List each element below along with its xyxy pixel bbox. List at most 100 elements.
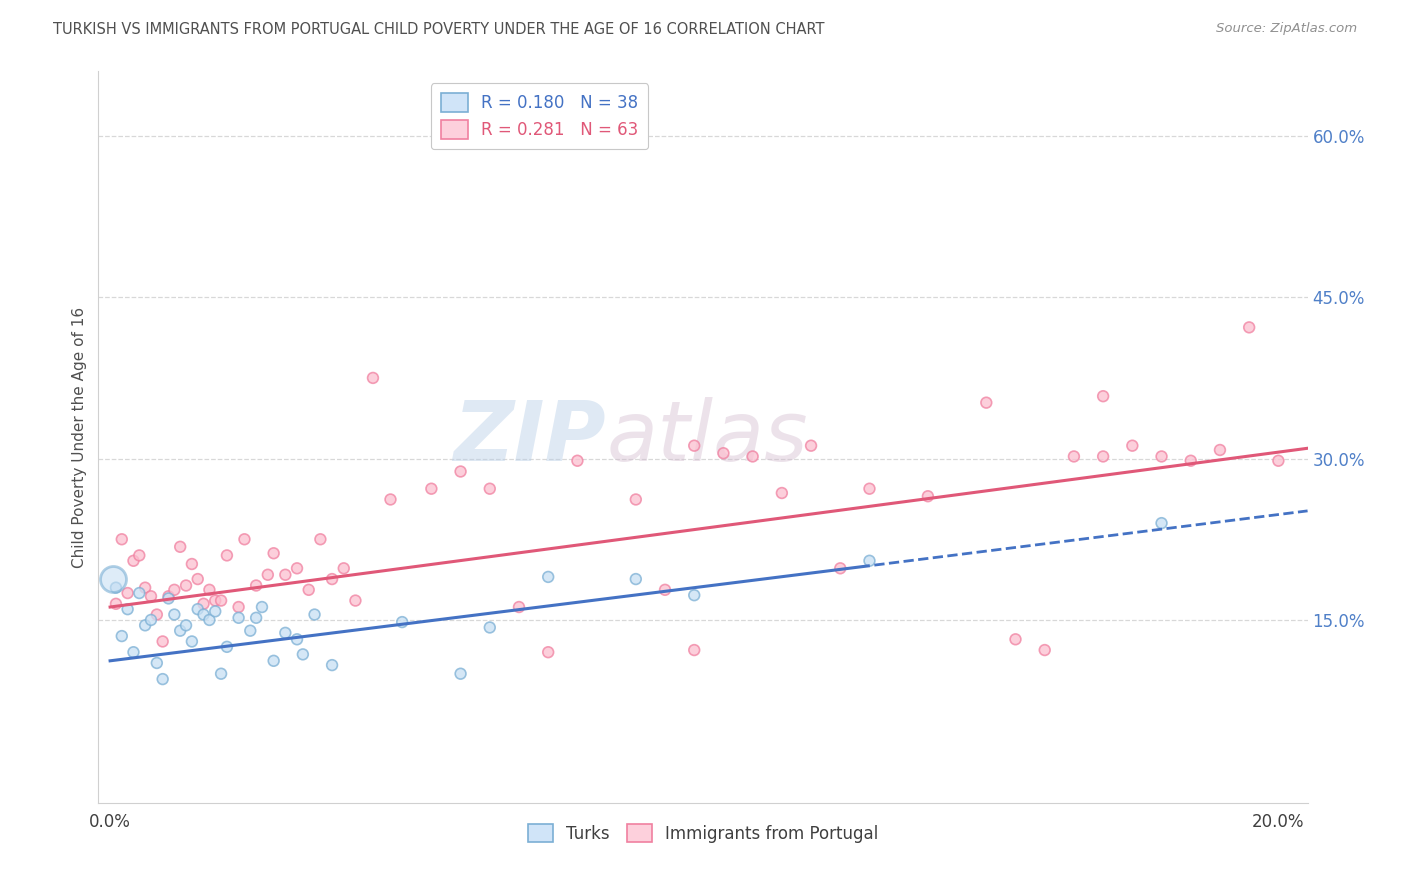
Point xyxy=(624,572,647,586)
Point xyxy=(215,549,238,563)
Point xyxy=(508,600,530,615)
Point xyxy=(209,666,232,681)
Point xyxy=(304,607,326,622)
Point xyxy=(111,629,134,643)
Point xyxy=(187,602,209,616)
Point xyxy=(537,570,560,584)
Legend: Turks, Immigrants from Portugal: Turks, Immigrants from Portugal xyxy=(522,818,884,849)
Point xyxy=(139,589,162,603)
Point xyxy=(1150,450,1173,464)
Point xyxy=(285,632,308,647)
Point xyxy=(537,645,560,659)
Point xyxy=(263,546,285,560)
Point xyxy=(128,586,150,600)
Point xyxy=(800,439,823,453)
Point xyxy=(380,492,402,507)
Point xyxy=(391,615,413,629)
Point xyxy=(1237,320,1260,334)
Point xyxy=(152,634,174,648)
Point xyxy=(250,600,273,615)
Point xyxy=(770,486,793,500)
Point xyxy=(204,604,226,618)
Point xyxy=(321,572,343,586)
Point xyxy=(858,482,880,496)
Point xyxy=(830,561,852,575)
Point xyxy=(187,572,209,586)
Point xyxy=(478,482,501,496)
Point xyxy=(174,578,197,592)
Point xyxy=(1063,450,1085,464)
Point xyxy=(263,654,285,668)
Point xyxy=(654,582,676,597)
Point xyxy=(233,533,256,547)
Point xyxy=(146,607,169,622)
Point xyxy=(245,578,267,592)
Point xyxy=(163,607,186,622)
Point xyxy=(228,600,250,615)
Point xyxy=(450,465,472,479)
Point xyxy=(117,602,139,616)
Point xyxy=(1092,450,1115,464)
Point xyxy=(104,597,127,611)
Point xyxy=(361,371,384,385)
Point xyxy=(624,492,647,507)
Point xyxy=(193,607,215,622)
Point xyxy=(163,582,186,597)
Point xyxy=(1121,439,1143,453)
Point xyxy=(974,395,997,409)
Text: ZIP: ZIP xyxy=(454,397,606,477)
Point xyxy=(139,613,162,627)
Point xyxy=(209,593,232,607)
Point xyxy=(193,597,215,611)
Point xyxy=(104,581,127,595)
Point xyxy=(420,482,443,496)
Point xyxy=(1267,454,1289,468)
Point xyxy=(134,581,156,595)
Point xyxy=(180,634,202,648)
Point xyxy=(228,611,250,625)
Point xyxy=(683,439,706,453)
Point xyxy=(450,666,472,681)
Point xyxy=(741,450,763,464)
Point xyxy=(169,540,191,554)
Point xyxy=(157,591,180,606)
Point xyxy=(204,593,226,607)
Point xyxy=(858,554,880,568)
Point xyxy=(332,561,354,575)
Point xyxy=(215,640,238,654)
Point xyxy=(1092,389,1115,403)
Point xyxy=(1004,632,1026,647)
Point xyxy=(134,618,156,632)
Point xyxy=(198,582,221,597)
Point xyxy=(1150,516,1173,530)
Point xyxy=(1209,442,1232,457)
Point xyxy=(245,611,267,625)
Text: TURKISH VS IMMIGRANTS FROM PORTUGAL CHILD POVERTY UNDER THE AGE OF 16 CORRELATIO: TURKISH VS IMMIGRANTS FROM PORTUGAL CHIL… xyxy=(53,22,825,37)
Point xyxy=(1033,643,1056,657)
Point xyxy=(683,588,706,602)
Point xyxy=(157,589,180,603)
Point xyxy=(1180,454,1202,468)
Point xyxy=(122,645,145,659)
Point xyxy=(274,625,297,640)
Point xyxy=(285,561,308,575)
Point xyxy=(478,620,501,634)
Text: Source: ZipAtlas.com: Source: ZipAtlas.com xyxy=(1216,22,1357,36)
Point xyxy=(180,557,202,571)
Point xyxy=(344,593,367,607)
Point xyxy=(567,454,589,468)
Y-axis label: Child Poverty Under the Age of 16: Child Poverty Under the Age of 16 xyxy=(72,307,87,567)
Point xyxy=(146,656,169,670)
Point xyxy=(174,618,197,632)
Point xyxy=(291,648,314,662)
Point xyxy=(274,567,297,582)
Point xyxy=(917,489,939,503)
Point xyxy=(683,643,706,657)
Point xyxy=(101,572,124,586)
Point xyxy=(128,549,150,563)
Text: atlas: atlas xyxy=(606,397,808,477)
Point xyxy=(111,533,134,547)
Point xyxy=(117,586,139,600)
Point xyxy=(122,554,145,568)
Point xyxy=(239,624,262,638)
